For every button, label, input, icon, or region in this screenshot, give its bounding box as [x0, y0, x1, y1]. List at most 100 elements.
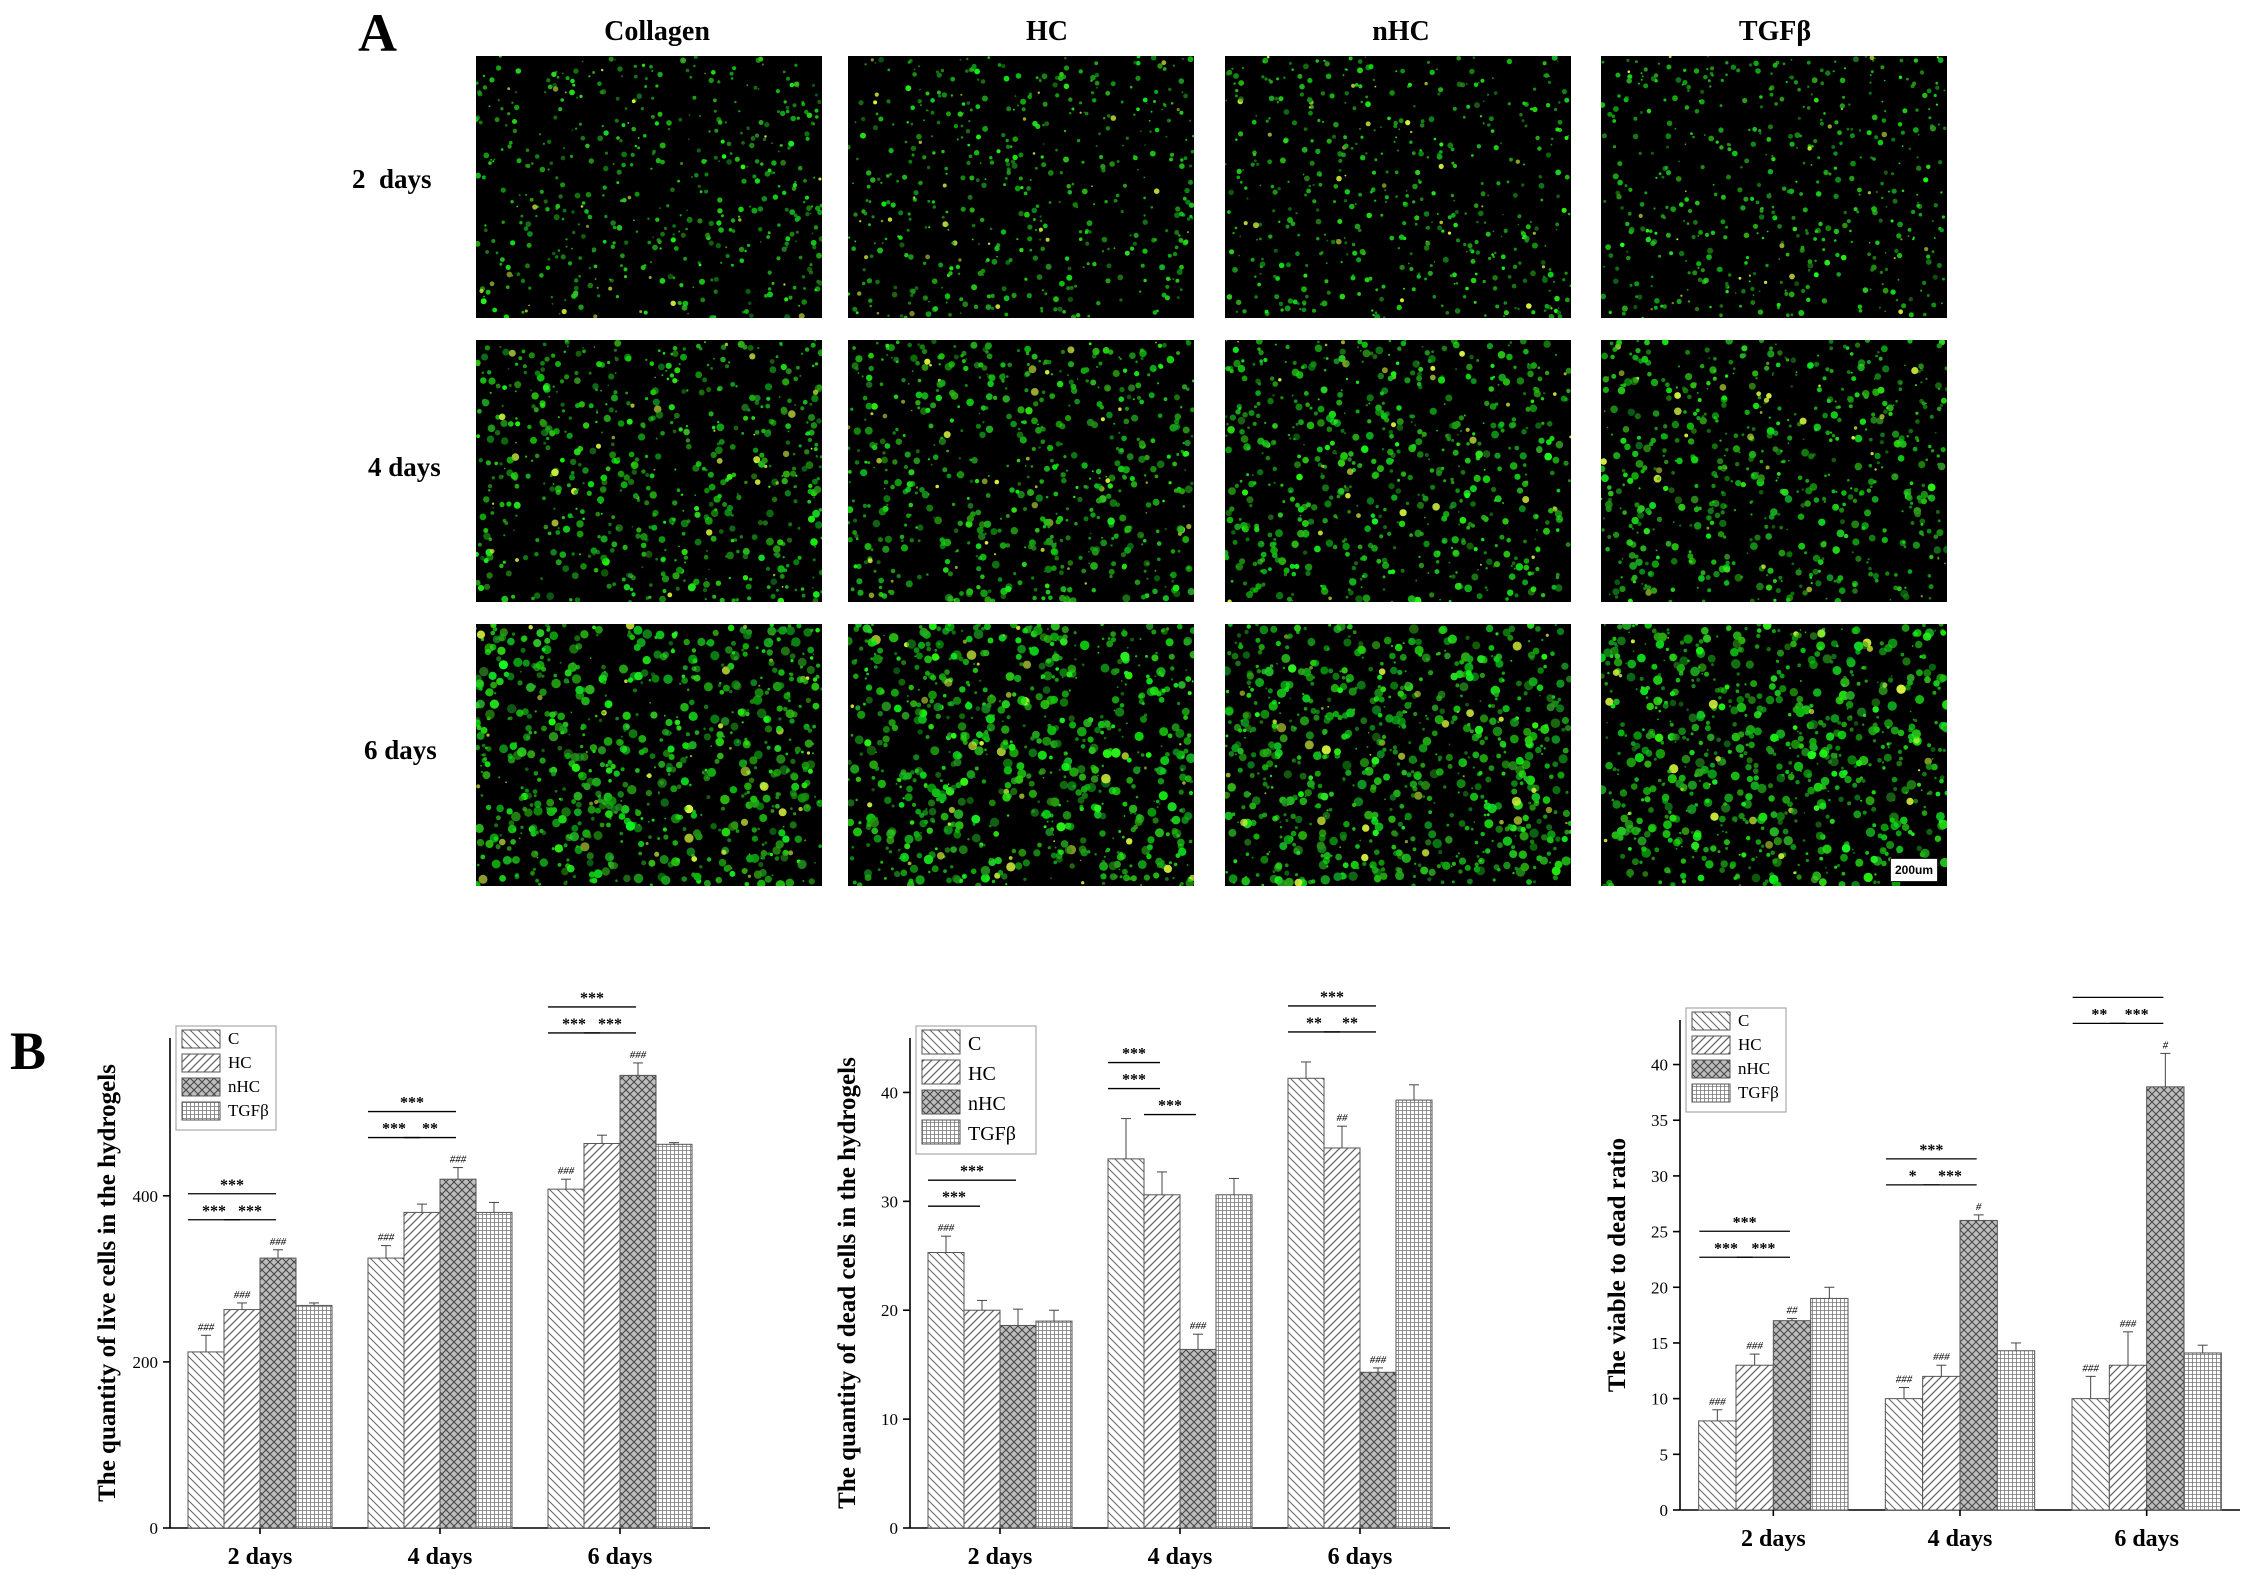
bracket-label: *** — [1122, 1072, 1146, 1089]
bar-hc-1 — [403, 1211, 441, 1529]
bracket-label: *** — [1122, 1046, 1146, 1063]
micrograph-hc-2d — [848, 56, 1194, 318]
bracket-label: ** — [422, 1121, 438, 1138]
bar-hc-0 — [223, 1309, 261, 1529]
legend-label: nHC — [1738, 1059, 1770, 1078]
significance-mark: ### — [1933, 1351, 1950, 1363]
y-tick-label: 0 — [890, 1519, 899, 1538]
x-tick-label: 4 days — [1148, 1544, 1213, 1570]
bar-tgf-0 — [1810, 1297, 1849, 1511]
bar-c-1 — [1884, 1398, 1924, 1511]
micrograph-collagen-4d — [476, 340, 822, 602]
y-tick-label: 25 — [1651, 1223, 1668, 1242]
bar-tgf-2 — [655, 1143, 693, 1529]
row-header-4-days: 4 days — [368, 452, 441, 482]
bracket-label: *** — [598, 1016, 622, 1033]
legend-swatch — [1691, 1059, 1731, 1079]
y-tick-label: 200 — [133, 1353, 159, 1372]
x-tick-label: 4 days — [1928, 1526, 1993, 1552]
x-tick-label: 2 days — [1741, 1526, 1806, 1552]
micrograph-nhc-2d — [1225, 56, 1571, 318]
significance-mark: ### — [1746, 1340, 1763, 1352]
bar-tgf-0 — [295, 1304, 333, 1529]
bracket-label: *** — [202, 1203, 226, 1220]
bracket-label: *** — [1158, 1098, 1182, 1115]
viable-dead-ratio-chart: 0 5 10 15 20 25 30 35 40 The viable to dead ratio… — [1604, 990, 2240, 1552]
y-tick-label: 30 — [1651, 1167, 1668, 1186]
bracket-label: *** — [400, 1095, 424, 1112]
legend-label: TGFβ — [968, 1123, 1016, 1145]
bar-c-0 — [187, 1351, 225, 1529]
column-header-hc: HC — [1026, 16, 1068, 47]
column-header-tgfb: TGFβ — [1738, 16, 1812, 47]
legend-swatch — [921, 1119, 961, 1145]
bar-nhc-2 — [1359, 1371, 1397, 1529]
bar-nhc-2 — [2146, 1086, 2185, 1511]
significance-mark: ## — [1337, 1112, 1349, 1124]
bar-c-1 — [1107, 1158, 1145, 1529]
bracket-label: *** — [942, 1189, 966, 1206]
legend-swatch — [181, 1077, 221, 1097]
legend-label: C — [968, 1033, 981, 1055]
bracket-label: *** — [382, 1121, 406, 1138]
bracket-label: *** — [562, 1016, 586, 1033]
x-tick-label: 6 days — [1328, 1544, 1393, 1570]
legend-label: HC — [968, 1063, 996, 1085]
bar-nhc-0 — [999, 1324, 1037, 1529]
dead-cells-chart: 0 10 20 30 40 The quantity of dead cells in t… — [834, 990, 1450, 1570]
bar-hc-0 — [963, 1309, 1001, 1529]
bar-nhc-1 — [1179, 1348, 1217, 1529]
bracket-label: ** — [1342, 1015, 1358, 1032]
y-tick-label: 0 — [1660, 1501, 1669, 1520]
bracket-label: *** — [220, 1177, 244, 1194]
bar-hc-2 — [583, 1142, 621, 1529]
bracket-label: *** — [238, 1203, 262, 1220]
legend-label: TGFβ — [1738, 1083, 1779, 1102]
bar-hc-2 — [2108, 1364, 2148, 1511]
y-tick-label: 400 — [133, 1187, 159, 1206]
micrograph-tgf-2d — [1601, 56, 1947, 318]
legend-swatch — [921, 1089, 961, 1115]
significance-mark: ### — [270, 1236, 287, 1248]
bar-hc-0 — [1735, 1364, 1774, 1511]
legend-swatch — [921, 1059, 961, 1085]
bracket-label: *** — [1320, 990, 1344, 1006]
column-header-collagen: Collagen — [604, 16, 710, 47]
significance-mark: ### — [1370, 1354, 1387, 1366]
significance-mark: ### — [378, 1232, 395, 1244]
micrograph-collagen-6d — [476, 624, 822, 886]
bracket-label: *** — [2125, 1006, 2149, 1023]
panel-a-micrographs: A Collagen HC nHC TGFβ 2 days 4 days 6 d… — [352, 3, 1947, 886]
y-tick-label: 10 — [881, 1410, 898, 1429]
significance-mark: ### — [630, 1049, 647, 1061]
y-axis-label: The viable to dead ratio — [1604, 1138, 1631, 1392]
bar-nhc-0 — [1772, 1320, 1812, 1511]
legend-swatch — [181, 1053, 221, 1073]
panel-b-label: B — [10, 1021, 47, 1081]
significance-mark: ### — [558, 1165, 575, 1177]
significance-mark: ### — [1709, 1396, 1726, 1408]
significance-mark: ### — [450, 1154, 467, 1166]
bar-c-0 — [1698, 1420, 1737, 1511]
x-tick-label: 2 days — [228, 1544, 293, 1570]
bracket-label: *** — [1714, 1240, 1738, 1257]
significance-mark: ### — [2120, 1318, 2137, 1330]
bar-nhc-0 — [259, 1257, 297, 1529]
bracket-label: *** — [1919, 1142, 1943, 1159]
micrograph-tgf-6d — [1601, 624, 1947, 886]
bracket-label: *** — [2106, 990, 2130, 997]
column-header-nhc: nHC — [1372, 16, 1430, 47]
bar-tgf-1 — [1215, 1194, 1253, 1529]
bracket-label: *** — [1733, 1214, 1757, 1231]
bracket-label: ** — [1306, 1015, 1322, 1032]
significance-mark: ### — [938, 1222, 955, 1234]
bar-nhc-1 — [439, 1178, 477, 1529]
x-tick-label: 2 days — [968, 1544, 1033, 1570]
bar-tgf-0 — [1035, 1320, 1073, 1529]
micrograph-collagen-2d — [476, 56, 822, 318]
panel-a-label: A — [358, 3, 397, 63]
bracket-label: *** — [1938, 1168, 1962, 1185]
legend-swatch — [1691, 1011, 1731, 1031]
live-cells-chart: 0 200 400 The quantity of live cells in the… — [94, 990, 710, 1570]
bracket-label: *** — [580, 990, 604, 1007]
